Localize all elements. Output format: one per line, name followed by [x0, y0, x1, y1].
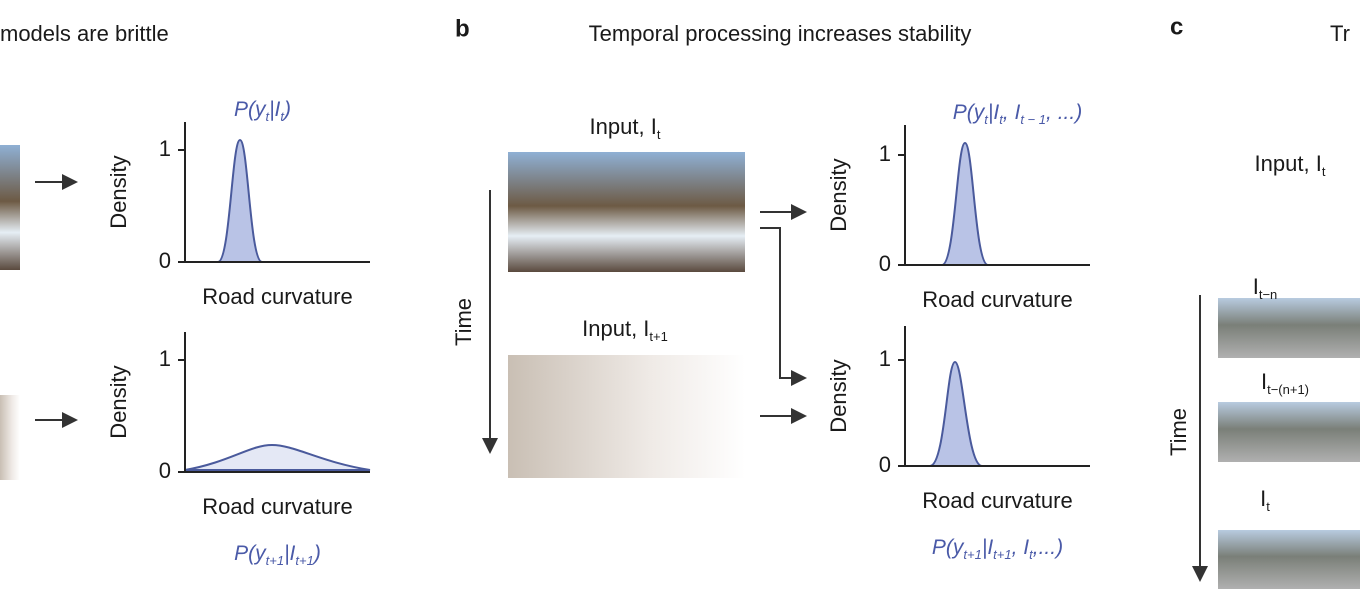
y-tick-label: 0	[159, 458, 171, 483]
subscript: t − 1	[1020, 112, 1046, 127]
x-axis-label: Road curvature	[922, 287, 1072, 312]
axis	[184, 122, 370, 263]
subscript: t	[265, 109, 270, 124]
time-label: Time	[451, 298, 476, 346]
text-part: , I	[1003, 101, 1021, 124]
text-part: I	[1260, 486, 1266, 511]
subscript: t	[984, 112, 989, 127]
y-axis-label: Density	[826, 158, 851, 231]
frame-label: It−(n+1)	[1261, 369, 1309, 397]
input-label: Input, It+1	[582, 316, 668, 344]
text-part: Input, I	[590, 114, 657, 139]
photo	[0, 145, 20, 270]
y-axis-label: Density	[106, 155, 131, 228]
y-tick-label: 1	[159, 346, 171, 371]
y-tick-label: 0	[879, 452, 891, 477]
density-curve	[941, 141, 989, 266]
y-tick-label: 1	[159, 136, 171, 161]
text-part: |I	[988, 101, 999, 124]
plot-title: P(yt|It)	[234, 98, 291, 124]
plot-title: P(yt|It, It − 1, ...)	[953, 101, 1082, 127]
plot-caption: P(yt+1|It+1, It,...)	[932, 536, 1063, 562]
subscript: t+1	[963, 547, 981, 562]
arrow	[760, 227, 807, 386]
subscript: t	[1322, 164, 1326, 179]
photo	[1218, 402, 1360, 462]
photo	[1218, 298, 1360, 358]
y-tick-label: 0	[159, 248, 171, 273]
input-label: Input, It	[1255, 151, 1326, 179]
text-part: )	[311, 542, 321, 565]
y-axis-label: Density	[106, 365, 131, 438]
text-part: P(y	[234, 98, 267, 121]
photo	[0, 395, 20, 480]
frame-label: It	[1260, 486, 1270, 514]
text-part: I	[1261, 369, 1267, 394]
subscript: t+1	[266, 553, 284, 568]
subscript: t+1	[993, 547, 1011, 562]
subscript: t	[999, 112, 1004, 127]
text-part: Input, I	[1255, 151, 1322, 176]
x-axis-label: Road curvature	[922, 488, 1072, 513]
x-axis-label: Road curvature	[202, 494, 352, 519]
subscript: t	[657, 127, 661, 142]
photo	[508, 355, 745, 478]
text-part: |I	[269, 98, 280, 121]
time-label: Time	[1166, 408, 1191, 456]
text-part: )	[281, 98, 291, 121]
photo	[1218, 530, 1360, 589]
x-axis-label: Road curvature	[202, 284, 352, 309]
y-axis-label: Density	[826, 359, 851, 432]
panel-title: Temporal processing increases stability	[589, 21, 972, 46]
plot-caption: P(yt+1|It+1)	[234, 542, 321, 568]
text-part: P(y	[953, 101, 986, 124]
text-part: |I	[982, 536, 993, 559]
subscript: t+1	[649, 329, 667, 344]
text-part: ,...)	[1033, 536, 1063, 559]
text-part: I	[1253, 274, 1259, 299]
density-curve	[929, 360, 983, 467]
subscript: t	[280, 109, 285, 124]
photo	[508, 152, 745, 272]
text-part: P(y	[932, 536, 965, 559]
density-curve	[217, 138, 263, 263]
y-tick-label: 0	[879, 251, 891, 276]
input-label: Input, It	[590, 114, 661, 142]
axis	[904, 125, 1090, 266]
panel-title: Tr	[1330, 21, 1350, 46]
text-part: P(y	[234, 542, 267, 565]
text-part: , ...)	[1046, 101, 1082, 124]
text-part: |I	[284, 542, 295, 565]
text-part: , I	[1012, 536, 1030, 559]
subscript: t	[1266, 499, 1270, 514]
density-curve	[184, 443, 371, 471]
axis	[904, 326, 1090, 467]
subscript: t−n	[1259, 287, 1277, 302]
subscript: t	[1029, 547, 1034, 562]
subscript: t−(n+1)	[1267, 382, 1309, 397]
y-tick-label: 1	[879, 346, 891, 371]
panel-letter: c	[1170, 13, 1183, 40]
subscript: t+1	[295, 553, 313, 568]
frame-label: It−n	[1253, 274, 1278, 302]
y-tick-label: 1	[879, 141, 891, 166]
text-part: Input, I	[582, 316, 649, 341]
panel-letter: b	[455, 15, 470, 42]
panel-title: models are brittle	[0, 21, 169, 46]
